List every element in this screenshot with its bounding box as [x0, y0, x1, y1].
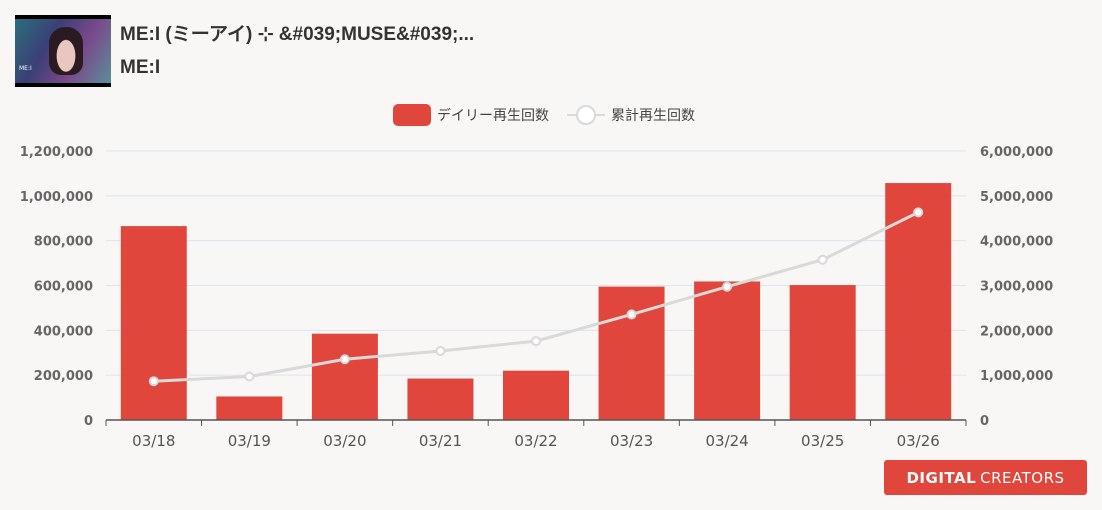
legend-label-daily: デイリー再生回数 — [437, 108, 549, 124]
y-left-tick-label: 1,200,000 — [20, 145, 93, 160]
x-tick-label: 03/22 — [514, 432, 557, 450]
x-tick-label: 03/24 — [705, 432, 748, 450]
chart-legend: デイリー再生回数 累計再生回数 — [393, 103, 713, 127]
logo-text-thin: CREATORS — [980, 468, 1065, 487]
y-right-tick-label: 1,000,000 — [980, 369, 1053, 384]
video-title[interactable]: ME:I (ミーアイ) ⊹ &#039;MUSE&#039;... — [120, 24, 475, 45]
line-point[interactable] — [244, 371, 255, 382]
bar[interactable] — [789, 285, 856, 420]
x-tick-label: 03/21 — [419, 432, 462, 450]
y-left-tick-label: 800,000 — [34, 235, 93, 250]
legend-label-cumulative: 累計再生回数 — [611, 108, 695, 124]
y-left-tick-label: 0 — [84, 414, 93, 429]
video-header: ME:I ME:I (ミーアイ) ⊹ &#039;MUSE&#039;... M… — [15, 15, 1095, 87]
y-right-tick-label: 3,000,000 — [980, 280, 1053, 295]
thumbnail-image: ME:I — [15, 19, 111, 83]
x-tick-label: 03/26 — [897, 432, 940, 450]
line-point[interactable] — [531, 336, 541, 347]
y-left-tick-label: 200,000 — [34, 369, 93, 384]
legend-item-daily[interactable]: デイリー再生回数 — [393, 104, 549, 126]
y-right-tick-label: 2,000,000 — [980, 324, 1053, 339]
y-right-tick-label: 5,000,000 — [980, 190, 1053, 205]
channel-name[interactable]: ME:I — [120, 57, 161, 78]
y-left-tick-label: 400,000 — [34, 324, 93, 339]
line-point[interactable] — [722, 281, 733, 292]
y-left-tick-label: 1,000,000 — [20, 190, 93, 205]
thumbnail-caption: ME:I — [19, 65, 32, 72]
bar-swatch-icon — [393, 104, 431, 126]
bar[interactable] — [120, 226, 187, 420]
bar[interactable] — [885, 183, 952, 420]
line-point[interactable] — [626, 309, 637, 320]
y-right-tick-label: 0 — [980, 414, 989, 429]
x-tick-label: 03/23 — [610, 432, 653, 450]
bar[interactable] — [311, 333, 378, 420]
video-thumbnail[interactable]: ME:I — [15, 15, 111, 87]
line-point[interactable] — [817, 254, 828, 265]
x-tick-label: 03/25 — [801, 432, 844, 450]
line-point[interactable] — [913, 207, 924, 218]
y-left-tick-label: 600,000 — [34, 280, 93, 295]
line-point[interactable] — [339, 354, 350, 365]
x-tick-label: 03/19 — [228, 432, 271, 450]
y-right-tick-label: 6,000,000 — [980, 145, 1053, 160]
x-tick-label: 03/20 — [323, 432, 366, 450]
bar[interactable] — [216, 396, 283, 420]
x-tick-label: 03/18 — [132, 432, 175, 450]
line-point[interactable] — [148, 376, 159, 387]
line-swatch-icon — [567, 104, 605, 126]
thumbnail-figure — [49, 27, 83, 75]
digital-creators-logo[interactable]: DIGITAL CREATORS — [884, 460, 1087, 495]
bar[interactable] — [694, 281, 761, 420]
line-point[interactable] — [435, 345, 446, 356]
bar[interactable] — [407, 378, 474, 420]
bar[interactable] — [503, 370, 569, 420]
legend-item-cumulative[interactable]: 累計再生回数 — [567, 104, 695, 126]
y-right-tick-label: 4,000,000 — [980, 235, 1053, 250]
logo-text-bold: DIGITAL — [906, 468, 977, 487]
